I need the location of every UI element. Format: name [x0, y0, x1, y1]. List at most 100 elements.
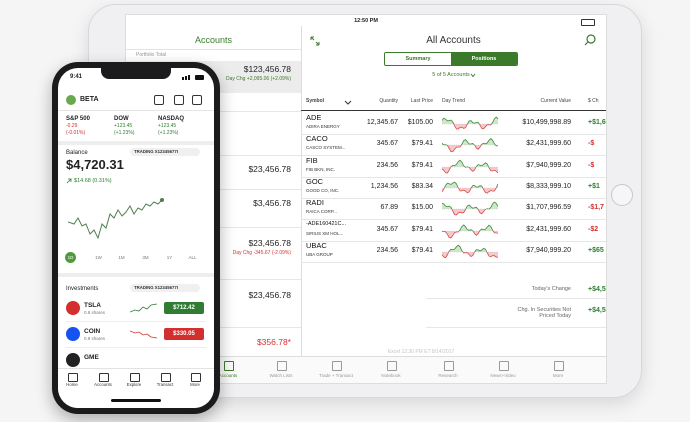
section-gap	[58, 273, 214, 277]
row-divider	[66, 321, 206, 322]
holding-price: $712.42	[173, 304, 195, 311]
tab-label[interactable]: Accounts	[218, 373, 238, 378]
day-trend-sparkline	[442, 159, 498, 174]
position-current-value: $2,431,999.60	[526, 225, 571, 233]
total-label: Chg. In Securities Not Priced Today	[517, 307, 572, 320]
tab-icon	[332, 361, 342, 371]
holding-symbol[interactable]: COIN	[84, 328, 101, 335]
position-change: +$1	[588, 182, 600, 190]
position-symbol[interactable]: GOC	[306, 176, 324, 186]
tab-label[interactable]: Transact	[156, 382, 174, 387]
index-change: -0.29	[66, 123, 78, 129]
position-change: +$1,6	[588, 119, 606, 126]
account-value[interactable]: $23,456.78	[248, 238, 291, 248]
holding-shares: 0.8 shares	[84, 336, 106, 341]
tab-label[interactable]: Research	[438, 373, 458, 378]
position-symbol[interactable]: -ADE160421C...	[306, 220, 347, 227]
day-trend-sparkline	[442, 244, 498, 258]
portfolio-label: Portfolio Total	[136, 52, 167, 58]
header-icon[interactable]	[154, 95, 164, 105]
holding-logo	[66, 301, 80, 315]
day-trend-sparkline	[442, 116, 498, 130]
price-pill[interactable]: $330.05	[164, 328, 204, 340]
view-tab[interactable]: Positions	[451, 53, 517, 65]
tab-icon	[444, 361, 454, 371]
holding-sparkline	[130, 303, 158, 313]
header-icon[interactable]	[192, 95, 202, 105]
account-select[interactable]: TRADING X12345677I	[130, 148, 200, 156]
column-header[interactable]: Quantity	[379, 98, 398, 104]
column-header[interactable]: Symbol	[306, 98, 325, 104]
holding-sparkline	[130, 330, 158, 339]
tab-label[interactable]: More	[190, 382, 200, 387]
status-battery	[581, 19, 595, 26]
tab-label[interactable]: Explore	[126, 382, 142, 387]
tab-label[interactable]: Notebook	[381, 373, 401, 378]
range-button[interactable]: 1Y	[166, 255, 173, 260]
position-last-price: $79.41	[411, 140, 433, 148]
account-value[interactable]: $23,456.78	[248, 290, 291, 300]
account-value[interactable]: $3,456.78	[253, 198, 291, 208]
tab-label[interactable]: Accounts	[94, 382, 112, 387]
holding-symbol[interactable]: GME	[84, 354, 99, 361]
row-divider	[426, 298, 606, 299]
divider	[58, 110, 214, 111]
holding-price: $330.05	[173, 330, 195, 337]
position-current-value: $10,499,998.89	[522, 119, 571, 126]
tab-label[interactable]: Trade + Transact	[319, 373, 353, 378]
range-button[interactable]: 1D	[67, 255, 74, 260]
header-icon[interactable]	[174, 95, 184, 105]
account-value[interactable]: $123,456.78	[243, 64, 291, 74]
column-header[interactable]: Day Trend	[442, 98, 466, 104]
position-symbol[interactable]: FIB	[306, 155, 318, 165]
tab-label[interactable]: More	[552, 373, 564, 378]
position-current-value: $1,707,996.59	[526, 204, 571, 212]
position-change: -$	[588, 140, 595, 148]
position-symbol[interactable]: ADE	[306, 113, 322, 122]
position-symbol[interactable]: RADI	[306, 198, 324, 208]
user-name: BETA	[80, 96, 99, 103]
account-day-change: Day Chg -345.67 (-2.09%)	[232, 250, 291, 256]
position-symbol[interactable]: UBAC	[306, 240, 327, 250]
position-last-price: $83.34	[411, 182, 433, 190]
column-header[interactable]: $ Ch	[588, 98, 599, 104]
row-divider	[66, 347, 206, 348]
index-percent: (+1.23%)	[114, 130, 135, 136]
index-name: S&P 500	[66, 116, 90, 122]
tab-label[interactable]: Watch Lists	[269, 373, 293, 378]
tab-icon	[130, 373, 140, 382]
up-arrow	[66, 178, 72, 184]
position-last-price: $79.41	[411, 246, 433, 254]
position-last-price: $105.00	[407, 119, 433, 126]
view-toggle: Summary Positions	[384, 52, 518, 66]
index-name: DOW	[114, 116, 129, 122]
tab-label[interactable]: Home	[66, 382, 78, 387]
index-name: NASDAQ	[158, 116, 185, 122]
holding-logo	[66, 327, 80, 341]
tab-icon	[224, 361, 234, 371]
position-change: -$2	[588, 225, 599, 233]
view-tab[interactable]: Summary	[385, 53, 451, 65]
column-header[interactable]: Last Price	[410, 98, 433, 104]
tab-label[interactable]: News+Video	[490, 373, 516, 378]
range-button[interactable]: ALL	[188, 255, 197, 260]
position-last-price: $79.41	[411, 225, 433, 233]
range-button[interactable]: 1W	[95, 255, 102, 260]
column-header[interactable]: Current Value	[540, 98, 571, 104]
position-current-value: $8,333,999.10	[526, 182, 571, 190]
header-rule	[301, 110, 606, 111]
row-divider	[301, 155, 606, 157]
home-indicator	[111, 399, 161, 402]
range-button[interactable]: 1M	[118, 255, 125, 260]
range-button[interactable]: 3M	[142, 255, 149, 260]
account-value[interactable]: $23,456.78	[248, 164, 291, 174]
position-last-price: $15.00	[411, 204, 433, 212]
account-select[interactable]: TRADING X12345677I	[130, 284, 200, 292]
row-divider	[301, 240, 606, 242]
position-symbol[interactable]: CACO	[306, 134, 328, 144]
holding-symbol[interactable]: TSLA	[84, 302, 101, 309]
account-filter[interactable]: 5 of 5 Accounts	[432, 72, 470, 78]
price-pill[interactable]: $712.42	[164, 302, 204, 314]
account-value[interactable]: $356.78*	[256, 337, 291, 347]
